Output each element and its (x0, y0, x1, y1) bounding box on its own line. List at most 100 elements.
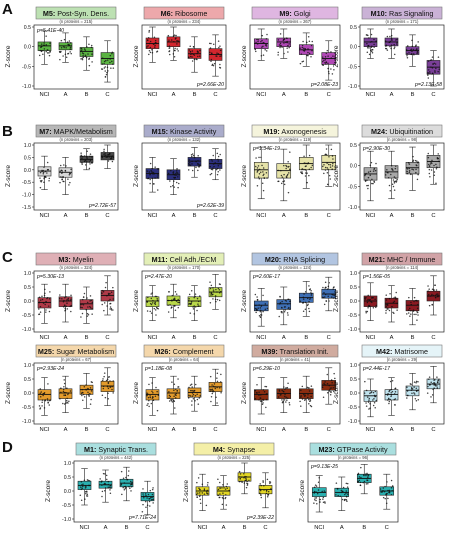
m4-point (239, 473, 242, 475)
m6-point (175, 34, 177, 37)
m19-ylabel: Z-score (241, 165, 248, 187)
m15-point (175, 181, 178, 184)
m19-point (287, 161, 289, 163)
m39-point (258, 391, 260, 394)
m9-point (301, 44, 304, 47)
m9-point (264, 44, 267, 46)
m3-point (82, 303, 85, 306)
m3-point (110, 309, 113, 311)
m9-xtick-b: B (304, 92, 308, 98)
m6-point (191, 50, 194, 52)
m23-point (367, 475, 369, 477)
m39-point (258, 394, 260, 396)
m26-point (147, 403, 149, 405)
m11-point (175, 300, 178, 302)
m39-xtick-b: B (304, 427, 308, 433)
m26-point (191, 386, 193, 388)
m5-point (45, 50, 47, 53)
m7-point (59, 181, 61, 184)
m25-point (107, 387, 110, 390)
m7-point (43, 176, 46, 178)
m42-point (375, 399, 377, 402)
m11-point (178, 301, 181, 304)
m10-point (370, 50, 373, 53)
m20-point (333, 294, 335, 297)
m42-point (406, 390, 409, 392)
m25-point (60, 387, 62, 389)
m26-point (191, 404, 193, 406)
m20-point (330, 296, 333, 298)
m10-ytick-label: -1.0 (348, 84, 357, 90)
m1-point (141, 511, 144, 513)
m1-point (121, 493, 123, 496)
m1-point (125, 486, 127, 489)
m7-point (45, 176, 47, 179)
m39-point (309, 398, 311, 400)
m15-point (175, 170, 178, 172)
m6-point (176, 48, 178, 50)
m24-point (417, 173, 419, 176)
m3-point (86, 301, 89, 304)
m3-plot-frame (33, 270, 119, 333)
m25-point (63, 394, 65, 396)
m7-point (48, 179, 50, 182)
m5-point (46, 52, 49, 54)
m10-ytick-label: -0.5 (348, 64, 357, 70)
m21-point (396, 309, 398, 311)
m11-point (167, 311, 170, 313)
m23-point (315, 491, 317, 493)
m25-point (40, 391, 43, 393)
m4-point (266, 495, 269, 498)
m3-point (89, 305, 91, 308)
m21-ytick-label: 0.5 (350, 285, 357, 291)
m1-title-box (75, 442, 157, 456)
m10-title: M10: Ras Signaling (371, 9, 434, 18)
m19-point (263, 177, 266, 179)
m10-point (368, 47, 370, 49)
m19-pvalue: p=1.34E-19 (252, 146, 280, 152)
m23-point (390, 494, 393, 496)
m39-title-module: M39: (261, 347, 277, 356)
m1-title: M1: Synaptic Trans. (84, 445, 148, 454)
m19-point (329, 163, 332, 166)
m24-point (366, 184, 368, 187)
m7-point (48, 177, 51, 180)
m21-point (375, 306, 377, 309)
m1-point (142, 488, 144, 490)
m6-point (167, 34, 170, 37)
m15-point (178, 182, 180, 185)
m6-point (217, 53, 220, 55)
m20-title: M20: RNA Splicing (265, 255, 325, 264)
m9-point (308, 40, 311, 42)
m4-point (245, 475, 247, 478)
m4-point (218, 481, 221, 484)
m5-point (69, 48, 72, 50)
m7-point (41, 169, 43, 172)
m21-point (408, 296, 410, 299)
m39-point (299, 400, 301, 403)
m11-point (174, 291, 177, 293)
m25-point (104, 396, 107, 399)
m7-point (107, 153, 109, 156)
m15-point (197, 163, 199, 166)
m21-point (367, 300, 369, 302)
m19-point (322, 165, 324, 168)
m15-point (170, 169, 172, 172)
m11-point (177, 306, 180, 309)
m24-point (417, 161, 420, 163)
m24-point (408, 167, 411, 170)
m15-point (210, 168, 213, 171)
m15-point (211, 160, 214, 162)
m7-point (63, 164, 65, 166)
m26-point (152, 399, 155, 401)
m24-point (367, 187, 369, 190)
m4-point (267, 490, 270, 493)
m21-point (410, 301, 412, 304)
m24-xtick-b: B (411, 213, 415, 219)
m11-point (194, 293, 197, 295)
m9-title-name: Golgi (292, 9, 311, 18)
m1-point (109, 489, 111, 491)
m20-point (260, 314, 263, 316)
m23-point (319, 498, 322, 501)
m25-point (101, 379, 104, 382)
